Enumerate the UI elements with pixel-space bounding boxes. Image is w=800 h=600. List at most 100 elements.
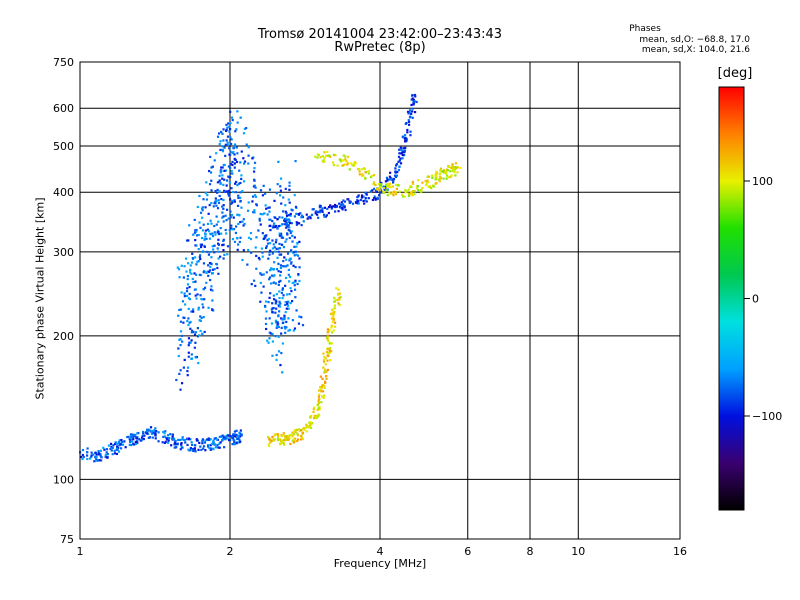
data-point bbox=[416, 185, 419, 188]
data-point bbox=[401, 157, 404, 160]
data-point bbox=[407, 120, 411, 124]
data-point bbox=[276, 227, 279, 230]
data-point bbox=[201, 303, 204, 306]
data-point bbox=[323, 355, 326, 359]
data-point bbox=[128, 443, 131, 447]
data-point bbox=[119, 447, 123, 450]
data-point bbox=[229, 110, 232, 113]
data-point bbox=[397, 155, 401, 158]
data-point bbox=[313, 417, 316, 420]
data-point bbox=[287, 218, 291, 221]
data-point bbox=[323, 160, 326, 163]
data-point bbox=[241, 220, 244, 223]
data-point bbox=[218, 194, 221, 198]
data-point bbox=[280, 202, 283, 205]
data-point bbox=[289, 433, 292, 437]
data-point bbox=[230, 202, 233, 205]
data-point bbox=[287, 273, 290, 276]
data-point bbox=[287, 268, 290, 272]
data-point bbox=[274, 319, 277, 322]
x-tick-label: 2 bbox=[227, 545, 234, 558]
data-point bbox=[386, 179, 389, 182]
data-point bbox=[230, 169, 233, 173]
data-point bbox=[338, 303, 341, 307]
data-point bbox=[347, 198, 350, 201]
data-point bbox=[283, 439, 286, 442]
data-point bbox=[269, 441, 272, 444]
data-point bbox=[272, 268, 275, 271]
data-point bbox=[227, 217, 230, 220]
data-point bbox=[219, 441, 222, 444]
data-point bbox=[279, 438, 282, 441]
data-point bbox=[211, 308, 214, 311]
data-point bbox=[237, 194, 240, 197]
data-point bbox=[228, 229, 231, 232]
data-point bbox=[211, 268, 215, 271]
data-point bbox=[272, 225, 275, 229]
data-point bbox=[294, 250, 297, 253]
data-point bbox=[309, 426, 313, 430]
data-point bbox=[277, 283, 280, 286]
data-point bbox=[388, 178, 391, 181]
data-point bbox=[262, 184, 265, 187]
data-point bbox=[276, 183, 279, 186]
data-point bbox=[203, 298, 206, 301]
data-point bbox=[411, 116, 414, 119]
data-point bbox=[217, 238, 220, 241]
data-point bbox=[262, 285, 265, 288]
data-point bbox=[271, 354, 274, 357]
data-point bbox=[235, 442, 238, 445]
data-point bbox=[388, 183, 391, 187]
data-point bbox=[323, 151, 326, 154]
data-point bbox=[364, 191, 367, 195]
data-point bbox=[186, 274, 190, 278]
data-point bbox=[289, 214, 292, 217]
data-point bbox=[237, 243, 240, 246]
phase-stats-o: mean, sd,O: −68.8, 17.0 bbox=[639, 35, 750, 45]
data-point bbox=[179, 369, 182, 372]
data-point bbox=[208, 251, 212, 254]
data-point bbox=[271, 247, 275, 250]
data-point bbox=[229, 166, 232, 170]
data-point bbox=[97, 453, 100, 456]
data-point bbox=[380, 189, 383, 192]
data-point bbox=[301, 437, 304, 441]
data-point bbox=[189, 268, 192, 272]
data-point bbox=[217, 250, 220, 253]
data-point bbox=[439, 172, 442, 175]
data-point bbox=[279, 443, 282, 446]
data-point bbox=[326, 359, 329, 362]
data-point bbox=[183, 265, 186, 268]
data-point bbox=[295, 223, 298, 226]
data-point bbox=[265, 234, 268, 237]
data-point bbox=[287, 317, 290, 320]
data-point bbox=[282, 432, 285, 435]
data-point bbox=[314, 155, 317, 158]
data-point bbox=[181, 436, 184, 439]
data-point bbox=[220, 130, 223, 134]
data-point bbox=[257, 256, 261, 260]
data-point bbox=[113, 442, 117, 446]
data-point bbox=[279, 177, 283, 180]
data-point bbox=[171, 435, 174, 438]
data-point bbox=[233, 143, 237, 146]
data-point bbox=[242, 218, 245, 221]
data-point bbox=[312, 208, 315, 211]
data-point bbox=[265, 207, 268, 210]
data-point bbox=[318, 408, 321, 411]
data-point bbox=[221, 205, 224, 208]
data-point bbox=[293, 429, 296, 432]
data-point bbox=[241, 189, 244, 193]
data-point bbox=[288, 293, 291, 296]
data-point bbox=[402, 136, 405, 139]
data-point bbox=[360, 194, 364, 197]
data-point bbox=[264, 236, 267, 239]
data-point bbox=[390, 178, 393, 181]
data-point bbox=[236, 434, 240, 437]
data-point bbox=[191, 447, 195, 451]
data-point bbox=[94, 459, 98, 462]
data-point bbox=[267, 206, 270, 209]
data-point bbox=[191, 252, 194, 255]
data-point bbox=[344, 155, 347, 158]
data-point bbox=[190, 329, 194, 332]
